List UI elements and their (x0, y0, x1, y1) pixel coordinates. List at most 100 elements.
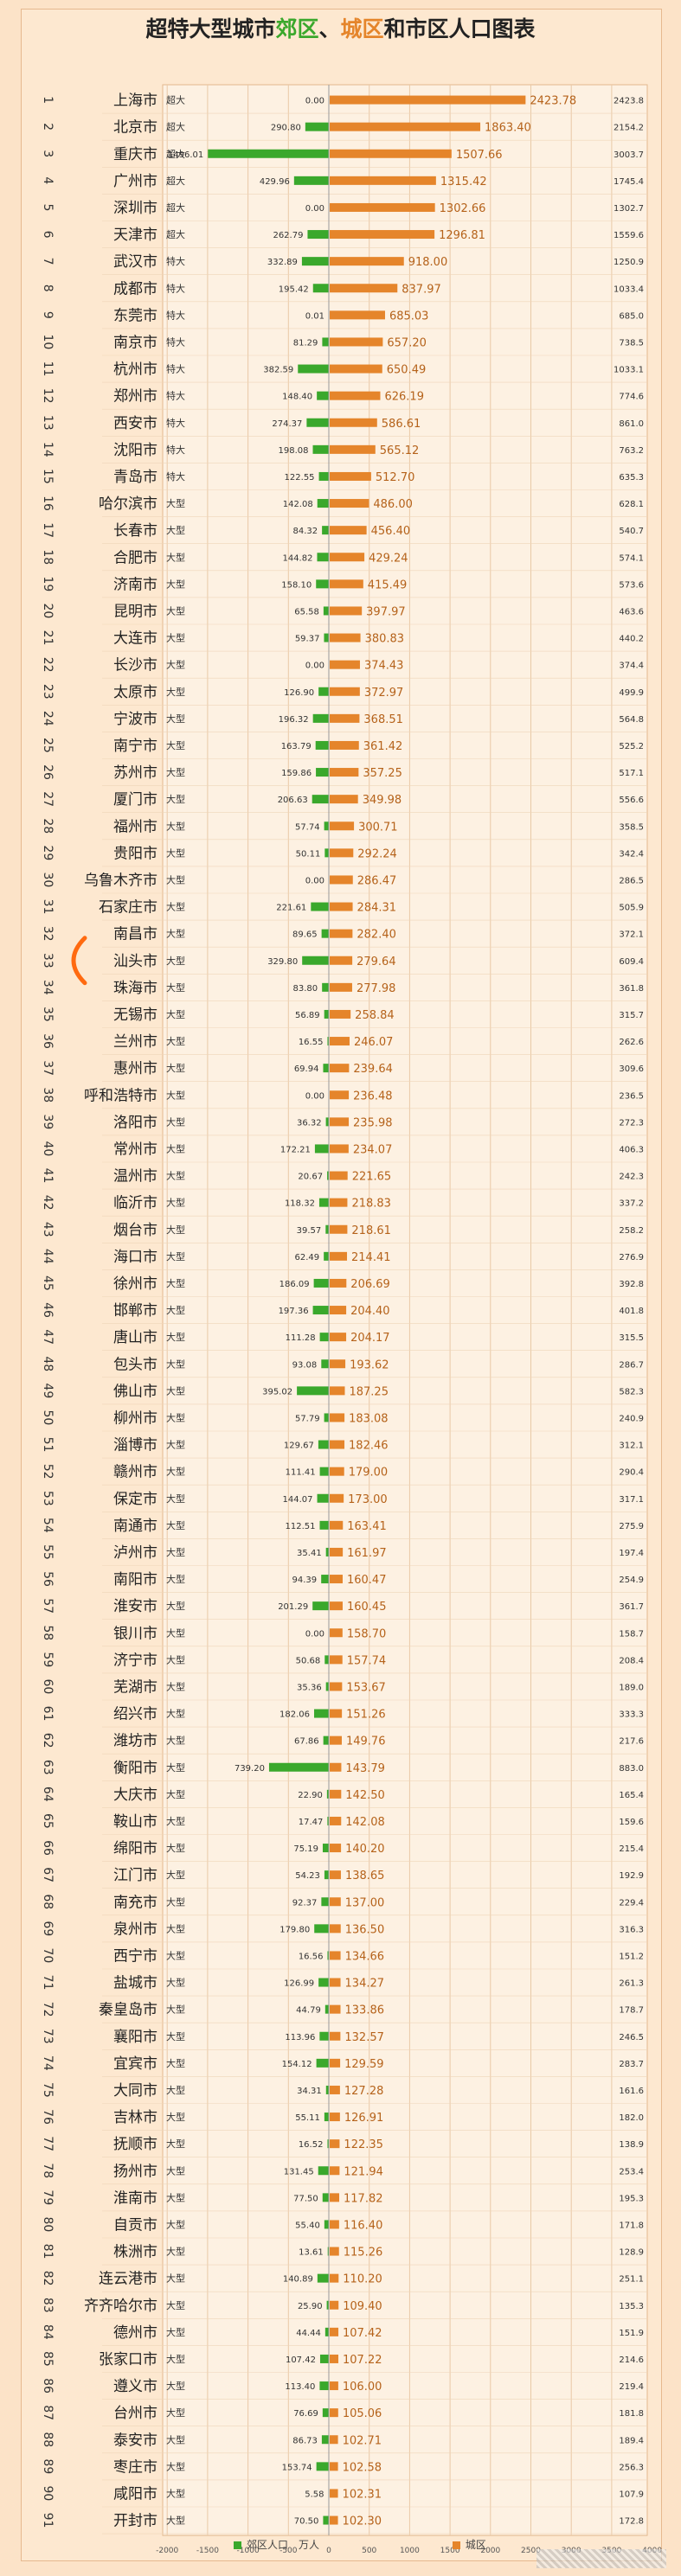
suburb-bar (325, 1682, 329, 1691)
suburb-bar (327, 1951, 329, 1960)
suburb-bar (321, 1575, 329, 1584)
suburb-bar (324, 633, 329, 642)
urban-bar (330, 633, 361, 642)
rank-label: 20 (41, 604, 55, 619)
suburb-value-label: 50.11 (296, 849, 321, 859)
total-value-label: 1302.7 (614, 204, 644, 214)
urban-value-label: 160.47 (347, 1574, 387, 1587)
urban-bar (330, 95, 526, 105)
urban-value-label: 183.08 (349, 1412, 389, 1425)
city-label: 苏州市 (113, 764, 157, 782)
rank-label: 29 (41, 845, 55, 860)
city-class-label: 大型 (166, 1977, 185, 1989)
city-class-label: 大型 (166, 955, 185, 967)
total-value-label: 1745.4 (614, 177, 644, 187)
urban-bar (330, 418, 377, 427)
city-label: 长沙市 (113, 657, 157, 674)
urban-value-label: 160.45 (347, 1601, 387, 1614)
city-label: 泰安市 (113, 2432, 157, 2449)
suburb-value-label: 172.21 (280, 1145, 311, 1154)
urban-bar (330, 202, 435, 212)
city-label: 枣庄市 (113, 2458, 157, 2476)
rank-label: 50 (41, 1410, 55, 1426)
rank-label: 72 (41, 2002, 55, 2017)
total-value-label: 246.5 (619, 2033, 644, 2042)
urban-bar (330, 1655, 343, 1665)
city-class-label: 特大 (166, 470, 185, 483)
urban-value-label: 650.49 (387, 364, 427, 377)
urban-bar (330, 1386, 345, 1396)
city-class-label: 大型 (166, 1922, 185, 1934)
rank-label: 35 (41, 1007, 55, 1022)
suburb-bar (317, 553, 329, 562)
city-class-label: 大型 (166, 1142, 185, 1154)
urban-value-label: 282.40 (357, 929, 396, 942)
total-value-label: 517.1 (619, 769, 644, 778)
suburb-value-label: 57.79 (295, 1414, 320, 1423)
city-label: 乌鲁木齐市 (84, 872, 157, 889)
rank-label: 15 (41, 469, 55, 484)
suburb-bar (315, 740, 329, 750)
urban-bar (330, 1628, 343, 1638)
suburb-value-label: 59.37 (295, 635, 320, 644)
suburb-value-label: 16.52 (299, 2140, 324, 2150)
urban-bar (330, 2408, 338, 2418)
suburb-bar (319, 2031, 329, 2041)
title-part-sep: 、 (318, 16, 341, 42)
rank-label: 32 (41, 926, 55, 942)
city-class-label: 大型 (166, 2460, 185, 2472)
city-label: 赣州市 (113, 1464, 157, 1481)
total-value-label: 309.6 (619, 1064, 644, 1074)
city-label: 石家庄市 (99, 899, 157, 917)
rank-label: 40 (41, 1141, 55, 1157)
total-value-label: 312.1 (619, 1441, 644, 1451)
city-class-label: 大型 (166, 2326, 185, 2338)
suburb-bar (325, 1117, 329, 1127)
urban-value-label: 1315.42 (440, 176, 487, 189)
suburb-value-label: 34.31 (297, 2087, 322, 2096)
urban-bar (330, 1735, 342, 1745)
suburb-value-label: 83.80 (293, 984, 318, 994)
city-label: 潍坊市 (113, 1733, 157, 1750)
urban-value-label: 486.00 (373, 498, 413, 511)
suburb-bar (327, 1816, 329, 1825)
city-label: 柳州市 (113, 1409, 157, 1427)
total-value-label: 256.3 (619, 2463, 644, 2472)
suburb-value-label: 221.61 (276, 904, 306, 913)
urban-bar (330, 2113, 340, 2122)
suburb-value-label: 70.50 (294, 2517, 319, 2527)
urban-bar (330, 2247, 339, 2256)
urban-bar (330, 687, 360, 696)
urban-bar (330, 1198, 348, 1207)
urban-bar (330, 713, 360, 723)
urban-bar (330, 660, 360, 669)
suburb-value-label: 0.00 (305, 662, 324, 671)
urban-value-label: 235.98 (353, 1116, 393, 1129)
urban-value-label: 143.79 (345, 1762, 385, 1775)
rank-label: 77 (41, 2136, 55, 2151)
rank-label: 1 (41, 96, 55, 104)
urban-value-label: 1863.40 (485, 122, 531, 135)
suburb-bar (327, 1171, 329, 1180)
title-part-suburb: 郊区 (275, 16, 319, 42)
city-class-label: 大型 (166, 632, 185, 644)
urban-bar (330, 2031, 341, 2041)
city-label: 西宁市 (113, 1947, 157, 1965)
rank-label: 25 (41, 738, 55, 753)
urban-bar (330, 1467, 344, 1476)
urban-value-label: 121.94 (344, 2165, 383, 2178)
city-label: 呼和浩特市 (84, 1087, 157, 1104)
rank-label: 53 (41, 1491, 55, 1506)
city-label: 烟台市 (113, 1222, 157, 1239)
city-label: 昆明市 (113, 603, 157, 620)
urban-value-label: 246.07 (354, 1036, 394, 1049)
city-label: 贵阳市 (113, 845, 157, 862)
suburb-bar (313, 1278, 329, 1288)
city-class-label: 大型 (166, 1170, 185, 1182)
urban-bar (330, 1547, 344, 1556)
suburb-bar (323, 1064, 329, 1073)
suburb-value-label: 113.40 (285, 2382, 315, 2392)
city-class-label: 大型 (166, 1062, 185, 1074)
total-value-label: 315.7 (619, 1011, 644, 1020)
suburb-bar (324, 2220, 329, 2229)
